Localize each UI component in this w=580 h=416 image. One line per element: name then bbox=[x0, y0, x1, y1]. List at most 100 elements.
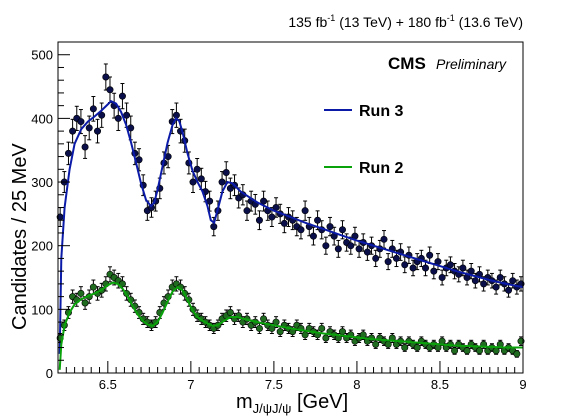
data-point bbox=[255, 324, 263, 332]
data-point bbox=[197, 175, 205, 183]
data-point bbox=[301, 207, 309, 215]
data-point bbox=[189, 178, 197, 186]
data-point bbox=[467, 267, 475, 275]
data-point bbox=[114, 114, 122, 122]
data-point bbox=[509, 277, 517, 285]
data-point bbox=[260, 315, 268, 323]
data-point bbox=[413, 344, 421, 352]
data-point bbox=[459, 264, 467, 272]
data-point bbox=[446, 261, 454, 269]
cms-logo-text: CMS bbox=[388, 54, 426, 73]
fit-curve bbox=[58, 99, 524, 354]
data-point bbox=[401, 344, 409, 352]
data-point bbox=[513, 350, 521, 358]
data-point bbox=[471, 277, 479, 285]
data-point bbox=[338, 226, 346, 234]
data-point bbox=[226, 309, 234, 317]
data-point bbox=[355, 245, 363, 253]
data-point bbox=[106, 86, 114, 94]
data-point bbox=[318, 324, 326, 332]
legend-label-run2: Run 2 bbox=[359, 160, 404, 177]
data-point bbox=[322, 334, 330, 342]
x-axis-title: mJ/ψJ/ψ [GeV] bbox=[236, 391, 348, 416]
x-tick-label: 6.5 bbox=[99, 377, 117, 392]
data-point bbox=[123, 111, 131, 119]
data-point bbox=[94, 127, 102, 135]
legend-label-run3: Run 3 bbox=[359, 103, 404, 120]
data-point bbox=[326, 223, 334, 231]
data-point bbox=[260, 197, 268, 205]
data-point bbox=[363, 248, 371, 256]
data-point bbox=[492, 347, 500, 355]
data-point bbox=[218, 178, 226, 186]
x-tick-label: 8 bbox=[353, 377, 360, 392]
data-point bbox=[384, 258, 392, 266]
data-point bbox=[297, 226, 305, 234]
preliminary-label: Preliminary bbox=[436, 56, 507, 72]
fit-curve bbox=[58, 281, 523, 370]
data-point bbox=[280, 219, 288, 227]
data-point bbox=[334, 245, 342, 253]
data-point bbox=[210, 223, 218, 231]
data-point bbox=[322, 242, 330, 250]
y-tick-label: 0 bbox=[46, 366, 53, 381]
series-run3 bbox=[56, 63, 525, 354]
y-axis-title: Candidates / 25 MeV bbox=[9, 143, 31, 330]
data-point bbox=[475, 347, 483, 355]
data-point bbox=[268, 213, 276, 221]
data-point bbox=[243, 207, 251, 215]
data-point bbox=[401, 261, 409, 269]
x-tick-label: 7.5 bbox=[265, 377, 283, 392]
data-point bbox=[422, 264, 430, 272]
data-point bbox=[372, 340, 380, 348]
data-point bbox=[222, 168, 230, 176]
data-point bbox=[98, 111, 106, 119]
x-tick-label: 8.5 bbox=[431, 377, 449, 392]
axis-ticks: 6.5 7 7.5 8 8.5 9 0 100 200 300 400 500 bbox=[31, 41, 527, 392]
data-point bbox=[77, 118, 85, 126]
x-tick-label: 9 bbox=[519, 377, 526, 392]
y-tick-label: 500 bbox=[31, 48, 53, 63]
data-point bbox=[438, 274, 446, 282]
data-point bbox=[309, 232, 317, 240]
x-tick-label: 7 bbox=[187, 377, 194, 392]
data-point bbox=[64, 149, 72, 157]
data-point bbox=[81, 143, 89, 151]
data-point bbox=[89, 283, 97, 291]
data-point bbox=[384, 340, 392, 348]
data-point bbox=[505, 286, 513, 294]
data-point bbox=[451, 347, 459, 355]
series-run2 bbox=[56, 266, 525, 370]
data-point bbox=[372, 254, 380, 262]
data-point bbox=[301, 331, 309, 339]
data-point bbox=[480, 280, 488, 288]
data-point bbox=[172, 111, 180, 119]
data-point bbox=[81, 299, 89, 307]
data-point bbox=[380, 235, 388, 243]
data-point bbox=[338, 328, 346, 336]
data-point bbox=[118, 92, 126, 100]
data-point bbox=[426, 251, 434, 259]
y-tick-label: 100 bbox=[31, 302, 53, 317]
y-tick-label: 300 bbox=[31, 175, 53, 190]
data-point bbox=[255, 216, 263, 224]
y-tick-label: 200 bbox=[31, 239, 53, 254]
legend: Run 3 Run 2 bbox=[324, 103, 404, 177]
series-layer bbox=[56, 63, 525, 370]
data-point bbox=[89, 105, 97, 113]
data-point bbox=[463, 347, 471, 355]
data-point bbox=[85, 124, 93, 132]
data-point bbox=[314, 216, 322, 224]
data-point bbox=[409, 264, 417, 272]
data-point bbox=[492, 283, 500, 291]
data-point bbox=[276, 328, 284, 336]
data-point bbox=[430, 267, 438, 275]
data-point bbox=[496, 274, 504, 282]
y-tick-label: 400 bbox=[31, 111, 53, 126]
data-point bbox=[77, 289, 85, 297]
data-point bbox=[102, 73, 110, 81]
data-point bbox=[347, 242, 355, 250]
data-point bbox=[392, 254, 400, 262]
data-point bbox=[193, 165, 201, 173]
data-point bbox=[69, 127, 77, 135]
